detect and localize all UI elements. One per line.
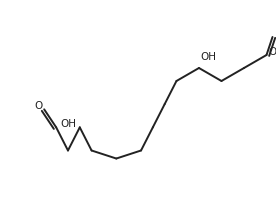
Text: OH: OH <box>200 52 216 62</box>
Text: O: O <box>275 30 276 40</box>
Text: OH: OH <box>269 47 276 57</box>
Text: OH: OH <box>60 119 76 129</box>
Text: O: O <box>34 101 42 111</box>
